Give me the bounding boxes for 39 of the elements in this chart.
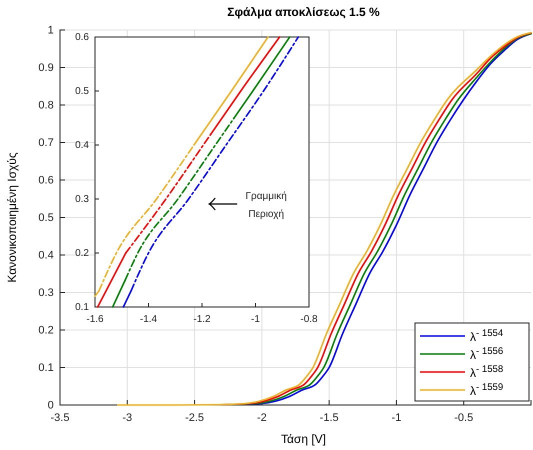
y-tick-label: 0.4: [38, 250, 54, 262]
y-tick-label: 0.3: [38, 287, 54, 300]
y-tick-label: 0.1: [75, 302, 90, 314]
y-tick-label: 0.2: [75, 248, 90, 260]
y-tick-label: 0.5: [75, 86, 90, 98]
x-tick-label: -3.5: [50, 412, 70, 424]
y-tick-label: 0.3: [75, 194, 90, 206]
legend-label: λ$^{- 1559}$: [470, 382, 504, 398]
legend-label: λ$^{- 1556}$: [470, 346, 504, 362]
y-tick-label: 0.8: [38, 100, 54, 112]
x-tick-label: -1.6: [86, 314, 104, 325]
y-tick-label: 0.1: [38, 362, 54, 374]
y-tick-label: 0.2: [38, 324, 54, 337]
annotation: Γραμμική: [246, 191, 287, 202]
line-series: [117, 32, 532, 406]
x-tick-label: -0.5: [454, 412, 474, 424]
x-tick-label: -3: [122, 412, 132, 424]
x-tick-label: -1.4: [140, 314, 158, 325]
y-tick-label: 0.6: [75, 32, 90, 44]
x-tick-label: -2: [256, 412, 267, 424]
y-tick-label: 0.7: [38, 137, 54, 150]
y-tick-label: 0: [48, 400, 54, 412]
y-tick-label: 0.4: [75, 140, 90, 152]
x-tick-label: -0.8: [300, 314, 318, 325]
legend-label: λ$^{- 1554}$: [470, 328, 504, 344]
x-axis-title: Τάση [V]: [280, 432, 326, 446]
y-tick-label: 0.9: [38, 62, 54, 74]
x-tick-label: -1.5: [320, 412, 339, 424]
annotation: Περιοχή: [248, 209, 284, 220]
y-tick-label: 0.5: [38, 212, 54, 224]
chart-title: Σφάλμα αποκλίσεως 1.5 %: [227, 5, 380, 19]
y-axis-title: Κανονικοποιημένη Ισχύς: [5, 152, 19, 283]
y-tick-label: 1: [48, 24, 54, 37]
x-tick-label: -1: [392, 412, 402, 424]
x-tick-label: -2.5: [185, 412, 204, 424]
x-tick-label: -1.2: [193, 314, 212, 325]
legend-label: λ$^{- 1558}$: [470, 364, 504, 380]
y-tick-label: 0.6: [38, 174, 54, 187]
x-tick-label: -1: [251, 314, 260, 325]
